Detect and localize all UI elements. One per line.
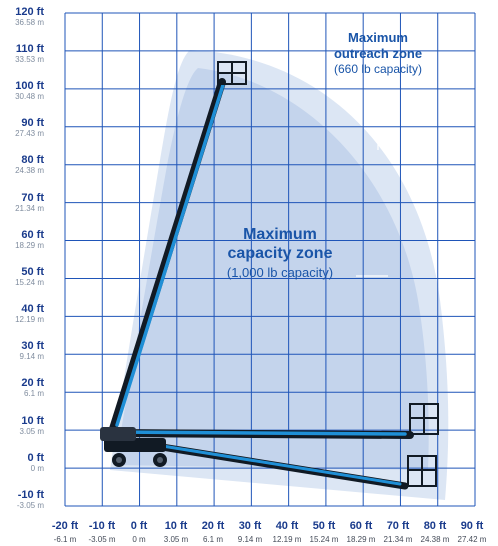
y-tick-ft: 110 ft (15, 43, 44, 55)
x-tick-ft: 50 ft (312, 520, 336, 532)
x-tick-m: 0 m (132, 535, 146, 544)
platform-low (407, 455, 437, 487)
y-tick-m: 36.58 m (15, 18, 44, 27)
lower-boom-stripe (123, 438, 402, 486)
y-tick-m: 9.14 m (19, 352, 44, 361)
x-tick-ft: 90 ft (460, 520, 484, 532)
y-tick-ft: 90 ft (21, 117, 44, 129)
y-tick-m: 30.48 m (15, 92, 44, 101)
y-tick-m: 18.29 m (15, 241, 44, 250)
y-tick-m: 15.24 m (15, 278, 44, 287)
x-tick-ft: 0 ft (130, 520, 148, 532)
x-tick-ft: 80 ft (423, 520, 447, 532)
x-tick-m: 12.19 m (272, 535, 302, 544)
horizontal-boom-stripe (116, 430, 407, 436)
vertical-boom-stripe (115, 83, 225, 427)
x-tick-ft: 20 ft (201, 520, 225, 532)
x-tick-ft: -10 ft (88, 520, 116, 532)
x-tick-m: 21.34 m (383, 535, 413, 544)
x-tick-ft: 10 ft (164, 520, 188, 532)
capacity-zone-title-line2: capacity zone (227, 245, 333, 262)
y-tick-ft: 30 ft (21, 340, 44, 352)
x-tick-m: 27.42 m (457, 535, 487, 544)
platform-horizontal (409, 403, 439, 435)
outreach-zone-capacity: (660 lb capacity) (333, 62, 423, 76)
y-tick-ft: 80 ft (21, 154, 44, 166)
rear-hub (116, 457, 122, 463)
y-tick-ft: 0 ft (27, 452, 45, 464)
y-tick-ft: 40 ft (21, 303, 44, 315)
front-hub (157, 457, 163, 463)
chassis (104, 438, 166, 452)
y-tick-ft: 60 ft (21, 229, 44, 241)
outreach-zone-title-line1: Maximum (348, 30, 408, 45)
platform-top (217, 61, 247, 85)
x-tick-m: 3.05 m (163, 535, 189, 544)
x-tick-m: 24.38 m (420, 535, 450, 544)
x-tick-m: 9.14 m (237, 535, 263, 544)
boom-lift (100, 61, 439, 490)
y-tick-m: 3.05 m (19, 427, 44, 436)
y-tick-m: 21.34 m (15, 204, 44, 213)
x-tick-m: -3.05 m (88, 535, 116, 544)
turret (100, 427, 136, 441)
y-tick-m: 33.53 m (15, 55, 44, 64)
x-tick-ft: 70 ft (386, 520, 410, 532)
y-tick-ft: -10 ft (17, 489, 44, 501)
x-tick-ft: 60 ft (349, 520, 373, 532)
x-tick-m: 6.1 m (202, 535, 223, 544)
y-tick-m: -3.05 m (16, 501, 44, 510)
y-tick-ft: 50 ft (21, 266, 44, 278)
y-tick-m: 0 m (30, 464, 44, 473)
y-tick-m: 6.1 m (23, 389, 44, 398)
x-tick-ft: 30 ft (238, 520, 262, 532)
x-tick-ft: 40 ft (275, 520, 299, 532)
y-tick-ft: 70 ft (21, 192, 44, 204)
y-tick-m: 12.19 m (15, 315, 44, 324)
x-tick-m: -6.1 m (53, 535, 77, 544)
x-tick-m: 18.29 m (346, 535, 376, 544)
outreach-zone-title-line2: outreach zone (333, 46, 423, 61)
capacity-zone-capacity: (1,000 lb capacity) (226, 265, 334, 280)
x-tick-ft: -20 ft (51, 520, 79, 532)
y-tick-ft: 20 ft (21, 377, 44, 389)
y-tick-ft: 10 ft (21, 415, 44, 427)
y-tick-m: 24.38 m (15, 166, 44, 175)
vertical-boom (108, 78, 226, 436)
y-tick-ft: 120 ft (15, 6, 44, 18)
x-tick-m: 15.24 m (309, 535, 339, 544)
capacity-zone-title-line1: Maximum (243, 226, 317, 243)
y-tick-m: 27.43 m (15, 129, 44, 138)
y-tick-ft: 100 ft (15, 80, 44, 92)
